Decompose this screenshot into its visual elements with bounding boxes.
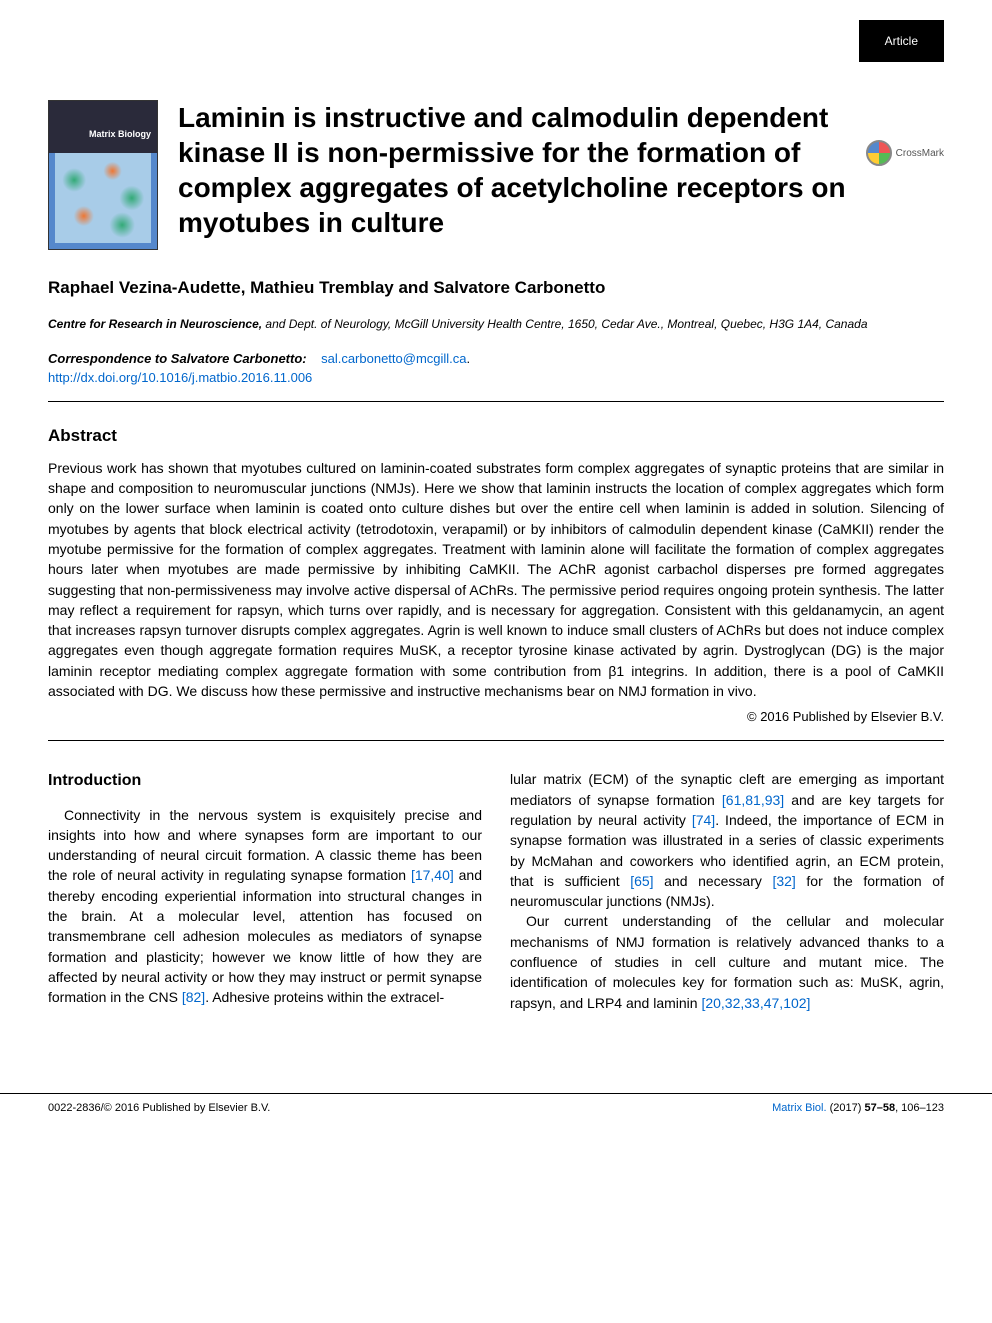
intro-text-fragment: and necessary [654,873,773,889]
article-type-badge: Article [859,20,944,62]
introduction-heading: Introduction [48,769,482,792]
footer-journal-name: Matrix Biol. [772,1102,826,1114]
footer-left: 0022-2836/© 2016 Published by Elsevier B… [48,1102,270,1114]
affiliation: Centre for Research in Neuroscience, and… [48,316,944,333]
affiliation-institution: Centre for Research in Neuroscience, [48,317,262,331]
citation-link[interactable]: [61,81,93] [722,792,784,808]
column-right: lular matrix (ECM) of the synaptic cleft… [510,769,944,1013]
page-content: Matrix Biology Laminin is instructive an… [0,0,992,1053]
column-left: Introduction Connectivity in the nervous… [48,769,482,1013]
correspondence-line: Correspondence to Salvatore Carbonetto: … [48,351,944,366]
intro-paragraph-2: Our current understanding of the cellula… [510,911,944,1012]
abstract-heading: Abstract [48,426,944,446]
citation-link[interactable]: [82] [182,989,205,1005]
correspondence-label: Correspondence to Salvatore Carbonetto: [48,351,307,366]
title-area: Laminin is instructive and calmodulin de… [178,100,846,240]
doi-link[interactable]: http://dx.doi.org/10.1016/j.matbio.2016.… [48,370,944,385]
intro-paragraph-1: Connectivity in the nervous system is ex… [48,805,482,1008]
crossmark-badge[interactable]: CrossMark [866,140,944,166]
journal-cover-image [55,153,151,243]
correspondence-email-link[interactable]: sal.carbonetto@mcgill.ca [321,351,466,366]
journal-cover-title: Matrix Biology [89,129,151,139]
crossmark-label: CrossMark [896,148,944,159]
author-list: Raphael Vezina-Audette, Mathieu Tremblay… [48,278,944,298]
citation-link[interactable]: [17,40] [411,867,454,883]
divider-top [48,401,944,402]
footer-volume: 57–58 [864,1102,895,1114]
intro-text-fragment: and thereby encoding experiential inform… [48,867,482,1005]
body-columns: Introduction Connectivity in the nervous… [48,769,944,1013]
citation-link[interactable]: [20,32,33,47,102] [701,995,810,1011]
article-title: Laminin is instructive and calmodulin de… [178,100,846,240]
divider-bottom [48,740,944,741]
header-row: Matrix Biology Laminin is instructive an… [48,100,944,250]
footer-year: (2017) [827,1102,865,1114]
page-footer: 0022-2836/© 2016 Published by Elsevier B… [0,1093,992,1134]
intro-paragraph-1-continued: lular matrix (ECM) of the synaptic cleft… [510,769,944,911]
abstract-copyright: © 2016 Published by Elsevier B.V. [48,709,944,724]
journal-cover-thumbnail: Matrix Biology [48,100,158,250]
citation-link[interactable]: [65] [630,873,653,889]
abstract-body: Previous work has shown that myotubes cu… [48,458,944,702]
citation-link[interactable]: [32] [772,873,795,889]
affiliation-details: and Dept. of Neurology, McGill Universit… [262,317,867,331]
footer-pages: , 106–123 [895,1102,944,1114]
citation-link[interactable]: [74] [692,812,715,828]
footer-right: Matrix Biol. (2017) 57–58, 106–123 [772,1102,944,1114]
crossmark-icon [866,140,892,166]
intro-text-fragment: . Adhesive proteins within the extracel- [205,989,444,1005]
